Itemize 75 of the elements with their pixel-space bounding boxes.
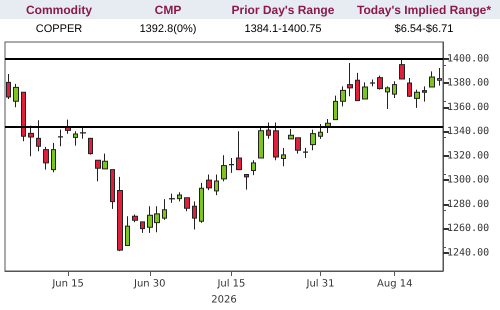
candlestick xyxy=(385,86,390,110)
candlestick xyxy=(58,129,63,147)
y-tick-label: 1400.00 xyxy=(447,53,490,64)
candlestick xyxy=(192,200,197,230)
x-tick-label: Jun 15 xyxy=(51,278,84,290)
y-tick-label: 1360.00 xyxy=(447,102,490,113)
x-tick-label: Aug 14 xyxy=(377,278,412,290)
y-tick-label: 1320.00 xyxy=(447,150,490,162)
candlestick xyxy=(43,146,49,170)
candlestick xyxy=(214,174,219,196)
candlestick xyxy=(266,122,271,140)
candlestick xyxy=(88,137,93,156)
candlestick xyxy=(347,62,353,97)
y-tick-label: 1260.00 xyxy=(447,223,490,234)
candlestick xyxy=(355,72,360,102)
candlestick xyxy=(310,129,316,151)
candlestick xyxy=(370,79,375,87)
candlestick xyxy=(392,80,397,98)
candlestick xyxy=(21,92,26,142)
candlestick xyxy=(437,68,442,86)
candlestick xyxy=(303,147,308,158)
candlestick xyxy=(221,154,227,182)
candlestick xyxy=(80,128,86,140)
text: Today's Implied Range* xyxy=(348,0,500,19)
candlestick xyxy=(13,83,19,108)
candlestick xyxy=(273,122,279,161)
candlestick xyxy=(325,118,331,134)
text: COPPER xyxy=(34,22,84,36)
candlestick xyxy=(110,168,115,210)
text: 1384.1-1400.75 xyxy=(243,22,323,36)
candlestick xyxy=(422,86,427,102)
candlestick xyxy=(229,157,234,174)
candlestick xyxy=(429,70,435,88)
text: Prior Day's Range xyxy=(218,0,348,19)
y-tick-label: 1300.00 xyxy=(447,174,490,186)
candlestick xyxy=(281,147,286,167)
candlestick xyxy=(414,89,420,108)
y-tick-label: 1340.00 xyxy=(447,126,490,138)
text: Commodity xyxy=(0,0,118,19)
candlestick xyxy=(73,130,78,146)
candlestick xyxy=(399,58,405,80)
x-tick-label: Jul 15 xyxy=(216,278,246,290)
candlestick xyxy=(377,75,383,90)
candlestick xyxy=(125,216,130,246)
text: 1392.8(0%) xyxy=(138,22,198,36)
y-tick-label: 1280.00 xyxy=(447,198,490,210)
candlestick xyxy=(258,128,264,159)
candlestick xyxy=(340,86,346,107)
x-tick-label: Jun 30 xyxy=(132,278,166,290)
candlestick xyxy=(162,198,167,220)
candlestick xyxy=(177,192,182,202)
candlestick xyxy=(318,124,323,140)
candlestick xyxy=(51,142,56,173)
x-tick-label: Jul 31 xyxy=(306,278,334,290)
candlestick xyxy=(28,125,34,157)
candlestick xyxy=(236,130,242,171)
candlestick xyxy=(244,174,249,190)
y-tick-label: 1380.00 xyxy=(447,78,490,89)
candlestick xyxy=(140,221,145,234)
candlestick xyxy=(199,182,204,224)
candlestick xyxy=(132,214,138,223)
x-axis-title: 2026 xyxy=(211,294,237,306)
candlestick xyxy=(362,82,368,100)
y-tick-label: 1240.00 xyxy=(447,247,490,258)
candlestick xyxy=(206,174,212,191)
text: CMP xyxy=(118,0,218,19)
candlestick xyxy=(333,95,338,120)
candlestick xyxy=(407,77,412,98)
candlestick xyxy=(184,196,190,212)
text: $6.54-$6.71 xyxy=(394,22,454,36)
candlestick xyxy=(251,160,256,176)
candlestick xyxy=(117,176,123,252)
candlestick xyxy=(6,73,11,100)
candlestick xyxy=(169,193,175,204)
candlestick xyxy=(36,120,41,152)
